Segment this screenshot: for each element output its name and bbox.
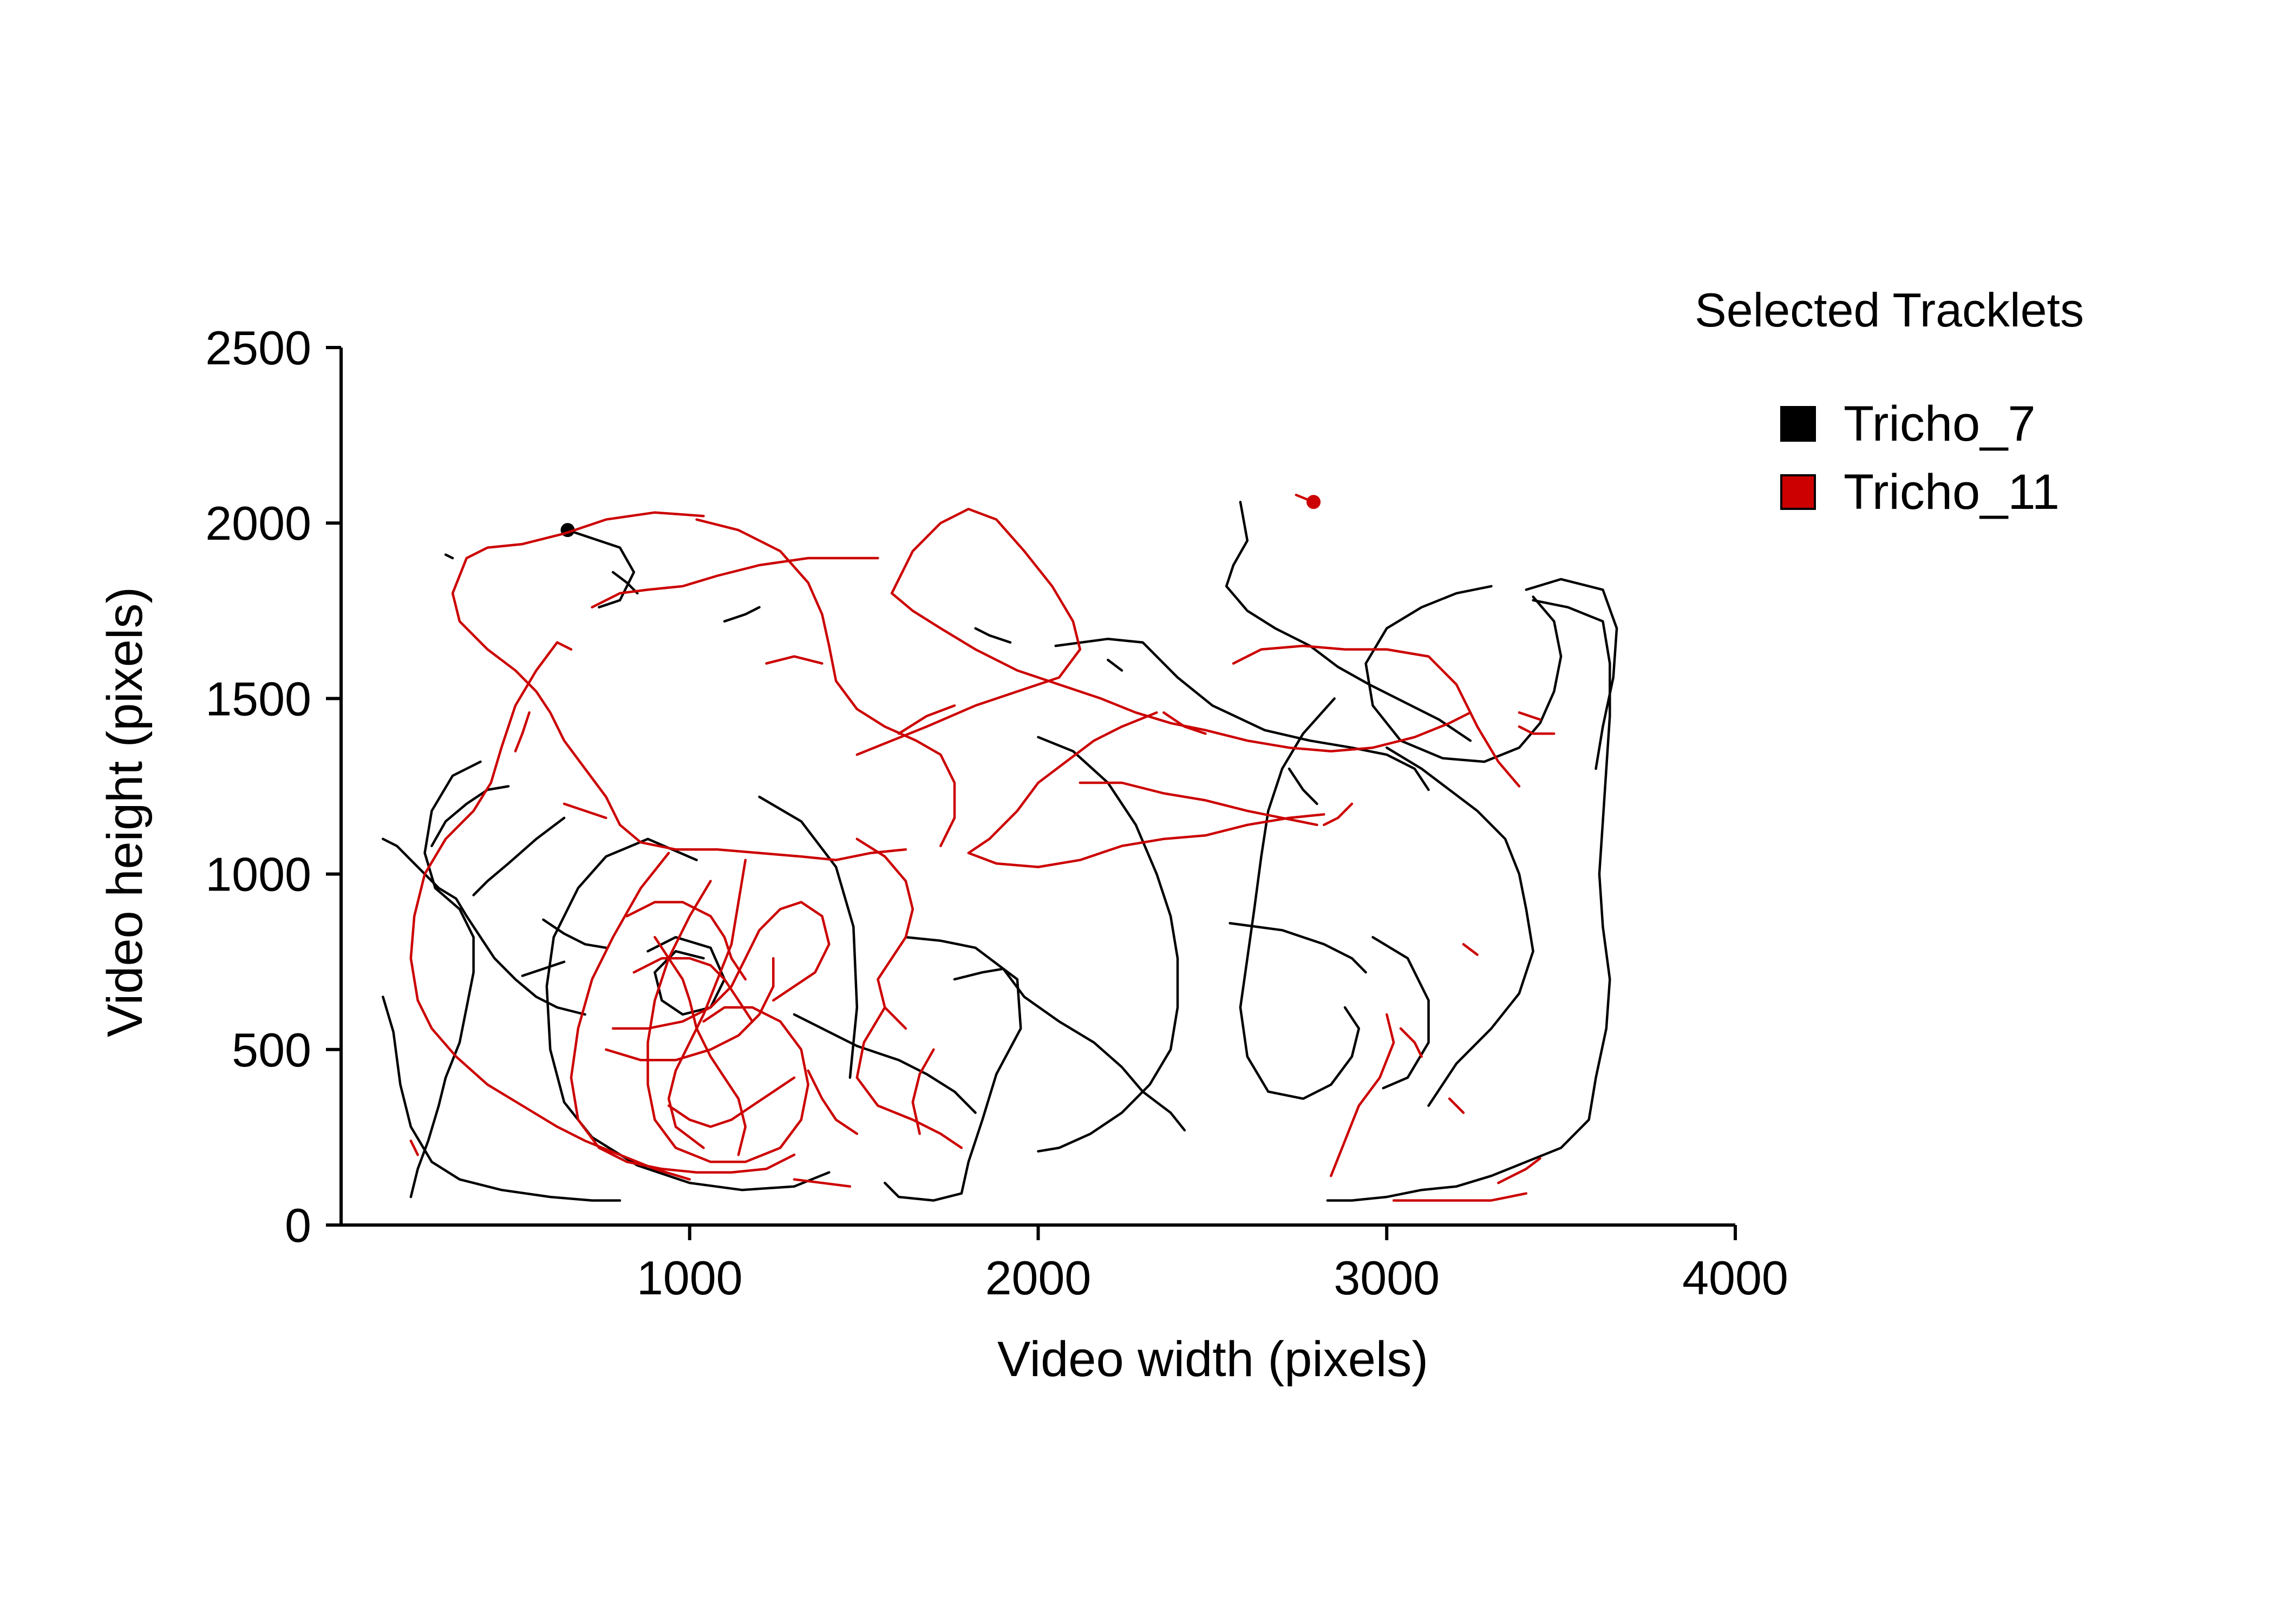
tracklet-path <box>953 967 1186 1132</box>
tracklet-path <box>1037 736 1179 1153</box>
tracklet-path <box>807 1069 859 1135</box>
legend-label: Tricho_7 <box>1844 396 2036 451</box>
tracklet-path <box>1386 746 1534 1107</box>
legend-label: Tricho_11 <box>1844 464 2060 520</box>
y-axis-title: Video height (pixels) <box>97 587 153 1037</box>
start-point-marker <box>1306 495 1321 509</box>
tracklet-path <box>1399 1027 1423 1058</box>
tracklet-path <box>1229 922 1367 974</box>
x-tick-label: 2000 <box>985 1251 1092 1305</box>
x-ticks: 1000 2000 3000 4000 <box>637 1225 1788 1305</box>
tracklet-path <box>1518 711 1541 721</box>
legend-title: Selected Tracklets <box>1695 283 2084 337</box>
y-tick-label: 2500 <box>205 321 311 375</box>
y-tick-label: 500 <box>232 1023 311 1077</box>
tracklet-path <box>855 837 914 1030</box>
x-axis-title: Video width (pixels) <box>997 1332 1428 1387</box>
tracklet-path <box>625 901 747 981</box>
x-tick-label: 1000 <box>637 1251 743 1305</box>
tracklet-path <box>855 1006 963 1149</box>
axes: 1000 2000 3000 4000 0 500 1000 1500 2000 2500 Vi… <box>97 321 1788 1387</box>
tracklet-path <box>897 704 956 735</box>
tracklet-path <box>430 785 510 847</box>
legend: Selected Tracklets Tricho_7 Tricho_11 <box>1695 283 2084 520</box>
x-tick-label: 3000 <box>1334 1251 1440 1305</box>
tracklet-path <box>646 936 726 1016</box>
legend-items: Tricho_7 Tricho_11 <box>1780 396 2060 520</box>
tracklet-path <box>605 957 775 1062</box>
series-tricho-11 <box>409 494 1556 1202</box>
tracklet-path <box>444 553 454 560</box>
tracklet-path <box>632 957 754 1023</box>
tracklet-path <box>472 816 566 896</box>
tracklet-path <box>451 511 907 861</box>
tracklet-path <box>409 641 691 1181</box>
tracklet-path <box>521 960 566 977</box>
tracklet-path <box>646 880 809 1163</box>
tracklet-path <box>1462 943 1479 956</box>
series-tricho-7 <box>382 501 1618 1202</box>
tracklet-path <box>974 627 1012 644</box>
tracklet-path <box>695 518 956 847</box>
tracklet-path <box>382 837 586 1016</box>
tracklet-path <box>1525 578 1618 770</box>
x-tick-label: 4000 <box>1682 1251 1788 1305</box>
y-tick-label: 2000 <box>205 496 311 550</box>
tracklet-path <box>1054 637 1430 791</box>
y-ticks: 0 500 1000 1500 2000 2500 <box>205 321 341 1252</box>
tracklet-path <box>566 528 636 609</box>
tracklet-path <box>1239 697 1361 1100</box>
tracklet-path <box>1288 767 1318 806</box>
tracklet-path <box>1079 781 1318 827</box>
tracklet-path <box>382 996 622 1202</box>
legend-swatch <box>1780 474 1816 510</box>
tracklet-path <box>1497 1157 1541 1184</box>
tracklet-path <box>967 711 1325 868</box>
tracklet-path <box>723 606 761 623</box>
tracklet-path <box>884 936 1022 1202</box>
tracklet-path <box>1162 711 1207 735</box>
tracklet-path <box>911 1048 935 1135</box>
tracklet-path <box>793 1178 852 1188</box>
tracklet-path <box>1518 725 1556 735</box>
tracklet-path <box>1392 1192 1528 1202</box>
y-tick-label: 1500 <box>205 672 311 725</box>
tracklet-path <box>793 1013 977 1114</box>
tracklet-path <box>667 1076 796 1128</box>
tracklet-path <box>1326 599 1611 1202</box>
tracklet-path <box>765 655 824 665</box>
legend-swatch <box>1780 406 1816 442</box>
tracklet-path <box>890 592 1472 752</box>
tracklet-path <box>591 556 879 609</box>
tracklet-path <box>758 795 859 1079</box>
tracklet-path <box>611 901 831 1030</box>
tracklet-path <box>1107 658 1123 672</box>
tracklet-path <box>1225 501 1472 742</box>
tracklet-path <box>1364 585 1563 763</box>
plot-area <box>382 494 1618 1202</box>
tracklet-path <box>409 760 482 1199</box>
tracklet-path <box>855 508 1082 756</box>
tracklet-path <box>570 852 796 1174</box>
tracklet-path <box>1448 1097 1465 1114</box>
tracklet-path <box>1330 1013 1395 1177</box>
tracklet-path <box>1323 802 1354 827</box>
tracklet-path <box>545 837 831 1191</box>
tracklet-path <box>1232 644 1521 788</box>
tracklet-path <box>1371 936 1430 1090</box>
y-tick-label: 0 <box>285 1199 311 1252</box>
tracklet-path <box>563 802 607 820</box>
tracklet-path <box>409 1140 419 1156</box>
tracklet-path <box>542 918 607 949</box>
y-tick-label: 1000 <box>205 848 311 901</box>
tracklet-path <box>514 711 531 752</box>
tracklet-path <box>611 571 639 595</box>
